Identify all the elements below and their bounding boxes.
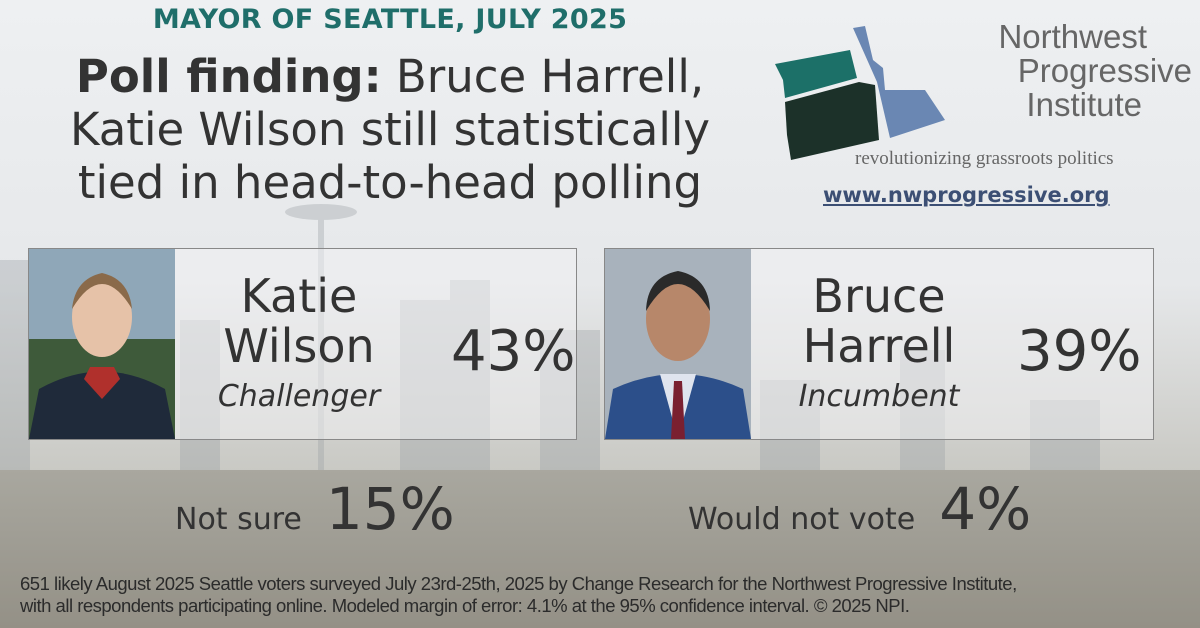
candidate-card-harrell: Bruce Harrell Incumbent 39% <box>604 248 1154 440</box>
candidate-first-name: Bruce <box>812 269 946 323</box>
candidate-photo-harrell <box>605 249 751 439</box>
candidate-role: Incumbent <box>798 379 960 414</box>
result-percent: 4% <box>939 475 1032 543</box>
headline-line3: tied in head-to-head polling <box>77 156 703 209</box>
candidate-name: Bruce Harrell <box>769 271 989 371</box>
candidate-role: Challenger <box>217 379 381 414</box>
org-name: Northwest Progressive Institute <box>912 20 1192 122</box>
candidate-photo-wilson <box>29 249 175 439</box>
headline-line2: Katie Wilson still statistically <box>70 103 710 156</box>
kicker-title: MAYOR OF SEATTLE, JULY 2025 <box>152 4 628 35</box>
headline-line1: Bruce Harrell, <box>381 50 705 103</box>
result-not-sure: Not sure 15% <box>175 475 455 543</box>
candidate-percent: 43% <box>451 319 576 384</box>
website-link[interactable]: www.nwprogressive.org <box>823 183 1110 207</box>
candidate-first-name: Katie <box>240 269 358 323</box>
footer-line: 651 likely August 2025 Seattle voters su… <box>20 573 1017 594</box>
headline-bold: Poll finding: <box>75 50 382 103</box>
result-percent: 15% <box>325 475 455 543</box>
npi-logo-map-icon <box>775 26 945 160</box>
tagline: revolutionizing grassroots politics <box>855 148 1114 169</box>
candidate-last-name: Wilson <box>223 319 375 373</box>
candidate-card-wilson: Katie Wilson Challenger 43% <box>28 248 577 440</box>
headline: Poll finding: Bruce Harrell, Katie Wilso… <box>0 50 780 209</box>
result-label: Would not vote <box>688 502 916 537</box>
org-name-line: Institute <box>1026 86 1142 123</box>
candidate-name: Katie Wilson <box>189 271 409 371</box>
methodology-footer: 651 likely August 2025 Seattle voters su… <box>20 573 1017 617</box>
footer-line: with all respondents participating onlin… <box>20 595 910 616</box>
org-name-line: Progressive <box>1017 52 1192 89</box>
candidate-last-name: Harrell <box>802 319 956 373</box>
candidate-percent: 39% <box>1017 319 1142 384</box>
org-name-line: Northwest <box>998 18 1147 55</box>
result-label: Not sure <box>175 502 302 537</box>
result-would-not-vote: Would not vote 4% <box>688 475 1031 543</box>
